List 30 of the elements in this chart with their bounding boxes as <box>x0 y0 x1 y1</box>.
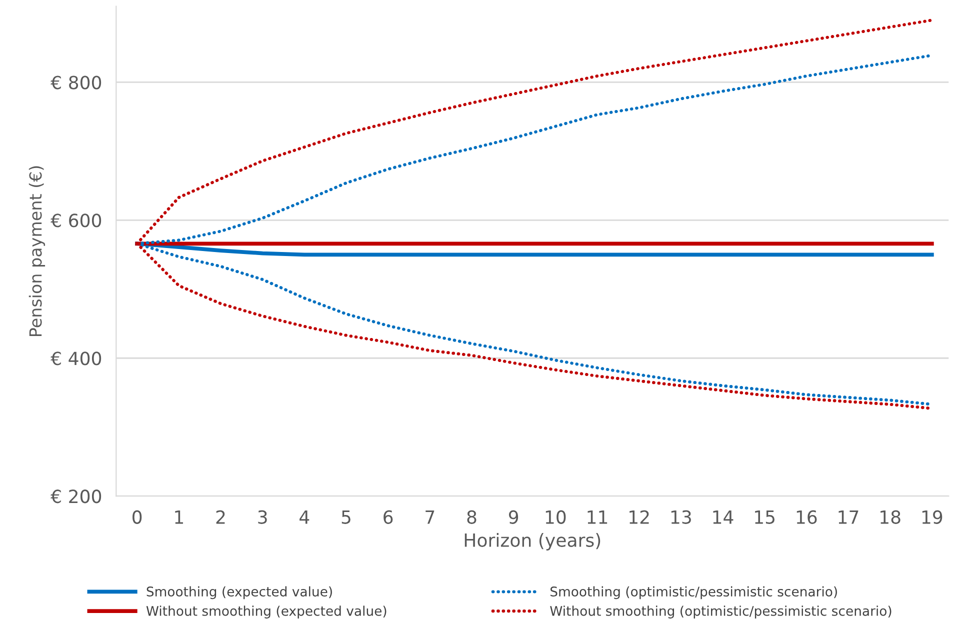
y-tick-label: € 200 <box>50 490 102 504</box>
x-tick-label: 11 <box>588 510 608 524</box>
legend-label: Without smoothing (expected value) <box>146 606 386 618</box>
x-tick-label: 4 <box>300 510 310 524</box>
x-tick-label: 12 <box>630 510 649 524</box>
x-tick-label: 13 <box>671 510 691 524</box>
x-tick-label: 5 <box>342 510 350 524</box>
x-tick-label: 9 <box>508 510 518 524</box>
x-tick-label: 15 <box>755 510 774 524</box>
legend-label: Smoothing (expected value) <box>146 586 332 600</box>
x-tick-label: 2 <box>216 510 225 524</box>
x-tick-label: 1 <box>175 510 183 524</box>
x-tick-label: 17 <box>838 510 858 524</box>
y-axis-title: Pension payment (€) <box>28 166 46 336</box>
x-tick-label: 0 <box>132 510 142 524</box>
x-tick-label: 7 <box>426 510 434 524</box>
y-tick-label: € 600 <box>50 214 102 228</box>
x-tick-label: 18 <box>880 510 900 524</box>
y-tick-label: € 800 <box>50 76 102 90</box>
legend-label: Smoothing (optimistic/pessimistic scenario) <box>550 586 837 600</box>
x-axis-title: Horizon (years) <box>464 533 600 550</box>
x-tick-label: 16 <box>796 510 817 524</box>
y-tick-label: € 400 <box>50 352 102 366</box>
x-tick-label: 3 <box>258 510 267 524</box>
x-tick-label: 10 <box>546 510 566 524</box>
x-tick-label: 6 <box>384 510 393 524</box>
x-tick-label: 8 <box>467 510 476 524</box>
x-tick-label: 14 <box>713 510 734 524</box>
legend-label: Without smoothing (optimistic/pessimistic scenario) <box>550 606 892 618</box>
x-tick-label: 19 <box>922 510 942 524</box>
